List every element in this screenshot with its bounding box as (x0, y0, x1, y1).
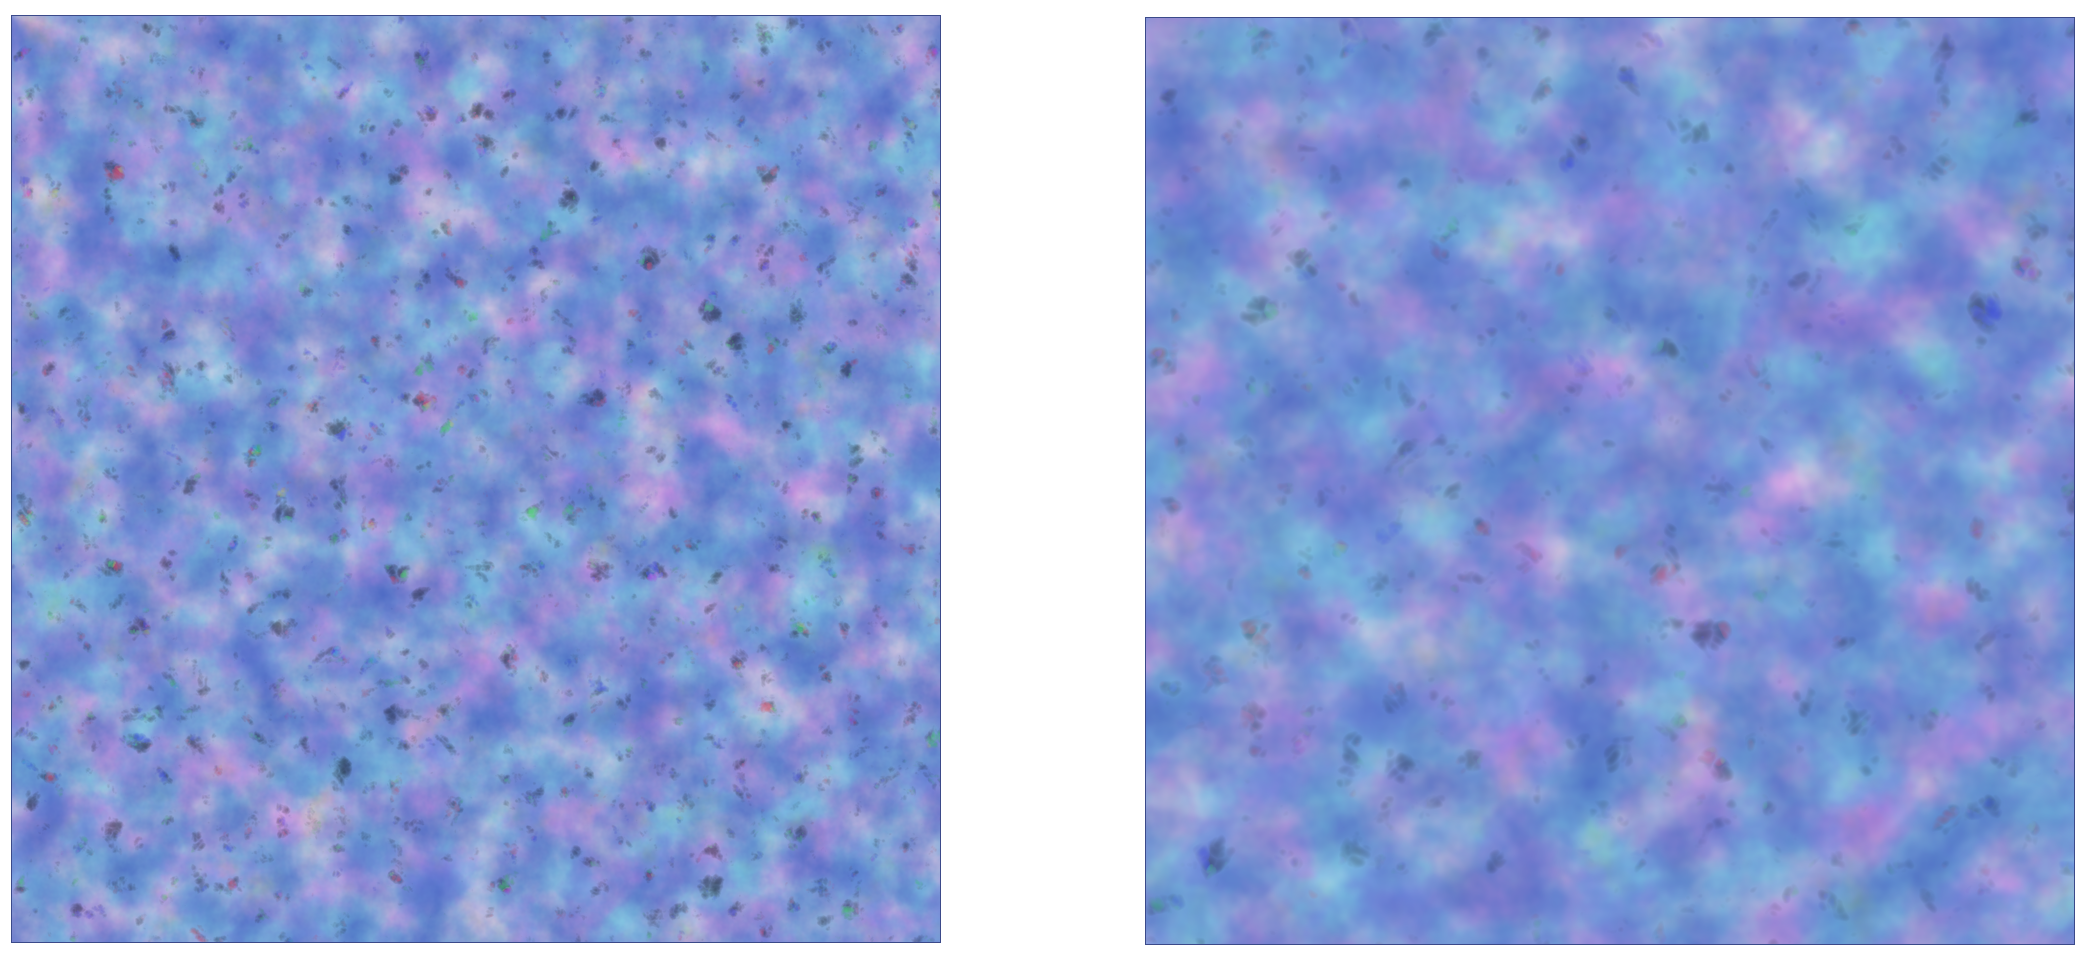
density-map-left (11, 15, 941, 943)
density-map-right (1145, 17, 2075, 945)
density-map-right-image (1146, 18, 2074, 944)
density-map-left-image (12, 16, 940, 942)
